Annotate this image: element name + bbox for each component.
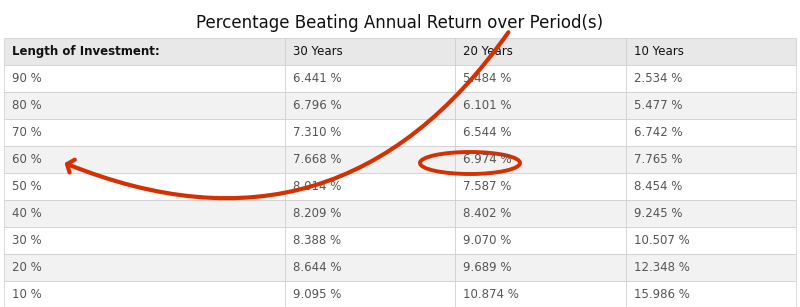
Text: 10 Years: 10 Years xyxy=(634,45,683,58)
Bar xyxy=(626,227,796,254)
Text: 6.974 %: 6.974 % xyxy=(463,153,512,166)
Text: 9.070 %: 9.070 % xyxy=(463,234,512,247)
Text: 6.742 %: 6.742 % xyxy=(634,126,682,139)
Text: 6.441 %: 6.441 % xyxy=(293,72,342,85)
Text: 30 %: 30 % xyxy=(12,234,42,247)
Text: 6.101 %: 6.101 % xyxy=(463,99,512,112)
Bar xyxy=(626,119,796,146)
Text: 7.587 %: 7.587 % xyxy=(463,180,512,193)
Bar xyxy=(455,65,626,92)
Text: 80 %: 80 % xyxy=(12,99,42,112)
Text: 20 Years: 20 Years xyxy=(463,45,514,58)
Text: 9.689 %: 9.689 % xyxy=(463,261,512,274)
Bar xyxy=(4,281,285,307)
Bar xyxy=(285,254,455,281)
Text: 8.454 %: 8.454 % xyxy=(634,180,682,193)
Bar xyxy=(455,38,626,65)
Text: 8.209 %: 8.209 % xyxy=(293,207,342,220)
Text: Percentage Beating Annual Return over Period(s): Percentage Beating Annual Return over Pe… xyxy=(197,14,603,32)
Bar xyxy=(4,146,285,173)
Text: 8.014 %: 8.014 % xyxy=(293,180,342,193)
Text: 20 %: 20 % xyxy=(12,261,42,274)
Bar xyxy=(626,65,796,92)
Bar xyxy=(626,146,796,173)
Bar xyxy=(626,200,796,227)
Bar xyxy=(626,92,796,119)
Text: 8.388 %: 8.388 % xyxy=(293,234,342,247)
Bar xyxy=(455,281,626,307)
Text: 8.402 %: 8.402 % xyxy=(463,207,512,220)
Bar xyxy=(4,254,285,281)
Text: 10.874 %: 10.874 % xyxy=(463,288,519,301)
Text: 6.544 %: 6.544 % xyxy=(463,126,512,139)
Text: 7.765 %: 7.765 % xyxy=(634,153,682,166)
Text: 70 %: 70 % xyxy=(12,126,42,139)
Bar xyxy=(285,146,455,173)
Bar xyxy=(455,92,626,119)
Bar xyxy=(455,173,626,200)
Bar xyxy=(285,281,455,307)
Text: 7.310 %: 7.310 % xyxy=(293,126,342,139)
Text: 30 Years: 30 Years xyxy=(293,45,343,58)
Bar xyxy=(626,38,796,65)
Bar xyxy=(626,173,796,200)
Bar xyxy=(285,65,455,92)
Bar xyxy=(285,38,455,65)
Bar xyxy=(455,227,626,254)
Text: 15.986 %: 15.986 % xyxy=(634,288,690,301)
Bar xyxy=(4,119,285,146)
Bar xyxy=(4,92,285,119)
Text: 7.668 %: 7.668 % xyxy=(293,153,342,166)
Text: 10 %: 10 % xyxy=(12,288,42,301)
Text: 8.644 %: 8.644 % xyxy=(293,261,342,274)
Bar xyxy=(285,227,455,254)
Bar xyxy=(4,200,285,227)
Text: 6.796 %: 6.796 % xyxy=(293,99,342,112)
Text: 10.507 %: 10.507 % xyxy=(634,234,690,247)
Bar xyxy=(455,146,626,173)
Text: 5.484 %: 5.484 % xyxy=(463,72,512,85)
Bar xyxy=(285,92,455,119)
Text: 50 %: 50 % xyxy=(12,180,42,193)
Text: 9.095 %: 9.095 % xyxy=(293,288,342,301)
Bar xyxy=(626,281,796,307)
Bar xyxy=(285,119,455,146)
Text: 9.245 %: 9.245 % xyxy=(634,207,682,220)
Bar xyxy=(4,38,285,65)
Bar xyxy=(455,254,626,281)
Bar xyxy=(4,173,285,200)
Bar xyxy=(4,65,285,92)
Text: 12.348 %: 12.348 % xyxy=(634,261,690,274)
Bar xyxy=(285,173,455,200)
Text: 40 %: 40 % xyxy=(12,207,42,220)
Bar xyxy=(626,254,796,281)
Text: 90 %: 90 % xyxy=(12,72,42,85)
Bar xyxy=(455,200,626,227)
Bar xyxy=(455,119,626,146)
Bar xyxy=(285,200,455,227)
Text: Length of Investment:: Length of Investment: xyxy=(12,45,160,58)
Text: 2.534 %: 2.534 % xyxy=(634,72,682,85)
Text: 5.477 %: 5.477 % xyxy=(634,99,682,112)
Text: 60 %: 60 % xyxy=(12,153,42,166)
Bar xyxy=(4,227,285,254)
